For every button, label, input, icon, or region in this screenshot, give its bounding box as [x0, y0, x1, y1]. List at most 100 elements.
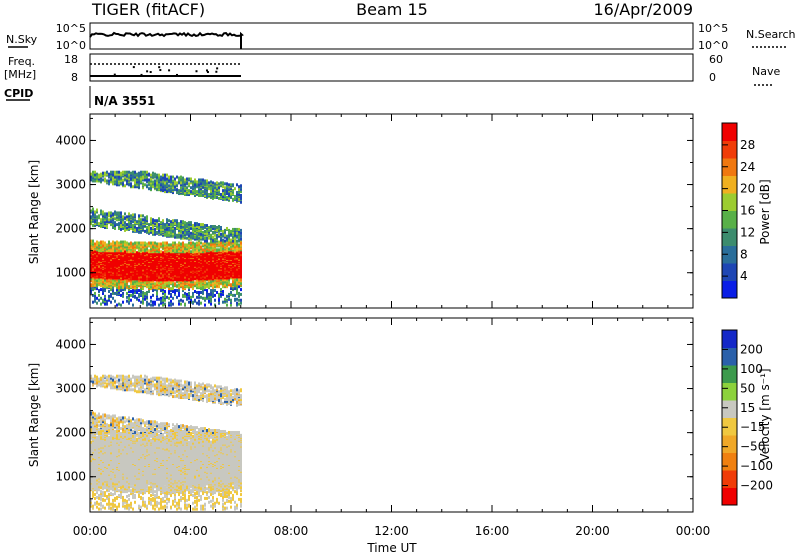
power-cell	[124, 240, 126, 244]
power-cell	[140, 177, 142, 181]
power-cell	[94, 283, 96, 287]
power-cell	[182, 244, 184, 248]
power-cell	[212, 235, 214, 239]
power-cell	[172, 179, 174, 183]
power-cell	[142, 170, 144, 174]
power-cell	[128, 250, 130, 254]
power-cell	[238, 291, 240, 295]
power-cell	[210, 187, 212, 191]
nsearch-label: N.Search	[746, 28, 796, 41]
power-cell	[154, 182, 156, 186]
power-cell	[210, 280, 212, 284]
power-cell	[120, 303, 122, 307]
power-cell	[170, 287, 172, 291]
power-cell	[104, 173, 106, 177]
power-cell	[138, 298, 140, 302]
power-cell	[216, 239, 218, 243]
power-cell	[148, 249, 150, 253]
power-cell	[188, 225, 190, 229]
power-colorbar-tick-label: 20	[740, 182, 755, 196]
power-colorbar-tick-label: 8	[740, 247, 748, 261]
power-cell	[190, 190, 192, 194]
power-cell	[162, 241, 164, 245]
power-cell	[188, 233, 190, 237]
power-cell	[236, 297, 238, 301]
nave-dot	[206, 71, 209, 74]
power-cell	[204, 229, 206, 233]
power-cell	[136, 226, 138, 230]
power-cell	[174, 219, 176, 223]
power-cell	[192, 191, 194, 195]
power-cell	[200, 301, 202, 305]
power-cell	[168, 230, 170, 234]
power-cell	[112, 242, 114, 246]
power-cell	[238, 250, 240, 254]
power-cell	[234, 245, 236, 249]
power-cell	[152, 185, 154, 189]
power-cell	[134, 228, 136, 232]
power-cell	[102, 298, 104, 302]
power-cell	[218, 188, 220, 192]
power-cell	[158, 303, 160, 307]
power-cell	[92, 179, 94, 183]
power-cell	[94, 291, 96, 295]
power-cell	[116, 211, 118, 215]
power-cell	[112, 221, 114, 225]
power-cell	[114, 177, 116, 181]
power-cell	[144, 247, 146, 251]
power-cell	[174, 180, 176, 184]
power-cell	[186, 222, 188, 226]
power-cell	[172, 175, 174, 179]
power-cell	[202, 244, 204, 248]
power-cell	[234, 196, 236, 200]
power-cell	[182, 176, 184, 180]
power-cell	[118, 175, 120, 179]
power-cell	[164, 223, 166, 227]
power-cell	[182, 187, 184, 191]
power-cell	[212, 283, 214, 287]
power-cell	[180, 186, 182, 190]
power-cell	[216, 225, 218, 229]
power-cell	[124, 221, 126, 225]
power-cell	[176, 280, 178, 284]
power-cell	[118, 211, 120, 215]
power-cell	[222, 181, 224, 185]
power-cell	[96, 210, 98, 214]
power-cell	[222, 300, 224, 304]
power-cell	[228, 292, 230, 296]
power-cell	[226, 238, 228, 242]
power-cell	[116, 290, 118, 294]
power-cell	[206, 186, 208, 190]
power-cell	[150, 282, 152, 286]
power-cell	[156, 173, 158, 177]
power-cell	[224, 228, 226, 232]
power-cell	[90, 245, 92, 249]
power-cell	[216, 248, 218, 252]
power-cell	[162, 290, 164, 294]
power-cell	[110, 220, 112, 224]
power-cell	[120, 286, 122, 290]
power-cell	[106, 212, 108, 216]
power-cell	[156, 242, 158, 246]
power-cell	[186, 251, 188, 255]
power-cell	[126, 299, 128, 303]
power-cell	[104, 289, 106, 293]
power-cell	[148, 290, 150, 294]
power-cell	[128, 290, 130, 294]
power-cell	[214, 188, 216, 192]
power-cell	[170, 249, 172, 253]
power-cell	[200, 229, 202, 233]
power-cell	[124, 216, 126, 220]
power-cell	[180, 298, 182, 302]
power-cell	[120, 211, 122, 215]
power-cell	[188, 293, 190, 297]
power-cell	[182, 220, 184, 224]
power-colorbar-segment	[722, 263, 737, 281]
power-cell	[214, 182, 216, 186]
power-cell	[234, 238, 236, 242]
power-cell	[112, 173, 114, 177]
power-cell	[206, 239, 208, 243]
power-cell	[210, 250, 212, 254]
power-cell	[140, 245, 142, 249]
power-cell	[174, 229, 176, 233]
